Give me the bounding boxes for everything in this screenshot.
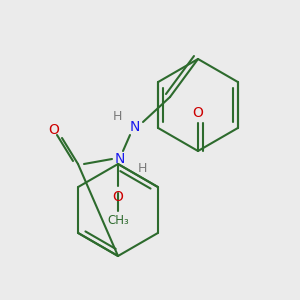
Text: O: O bbox=[193, 106, 203, 120]
Text: H: H bbox=[137, 163, 147, 176]
Text: CH₃: CH₃ bbox=[107, 214, 129, 227]
Text: O: O bbox=[49, 123, 59, 137]
Text: N: N bbox=[130, 120, 140, 134]
Text: H: H bbox=[112, 110, 122, 124]
Text: N: N bbox=[115, 152, 125, 166]
Text: O: O bbox=[112, 190, 123, 204]
